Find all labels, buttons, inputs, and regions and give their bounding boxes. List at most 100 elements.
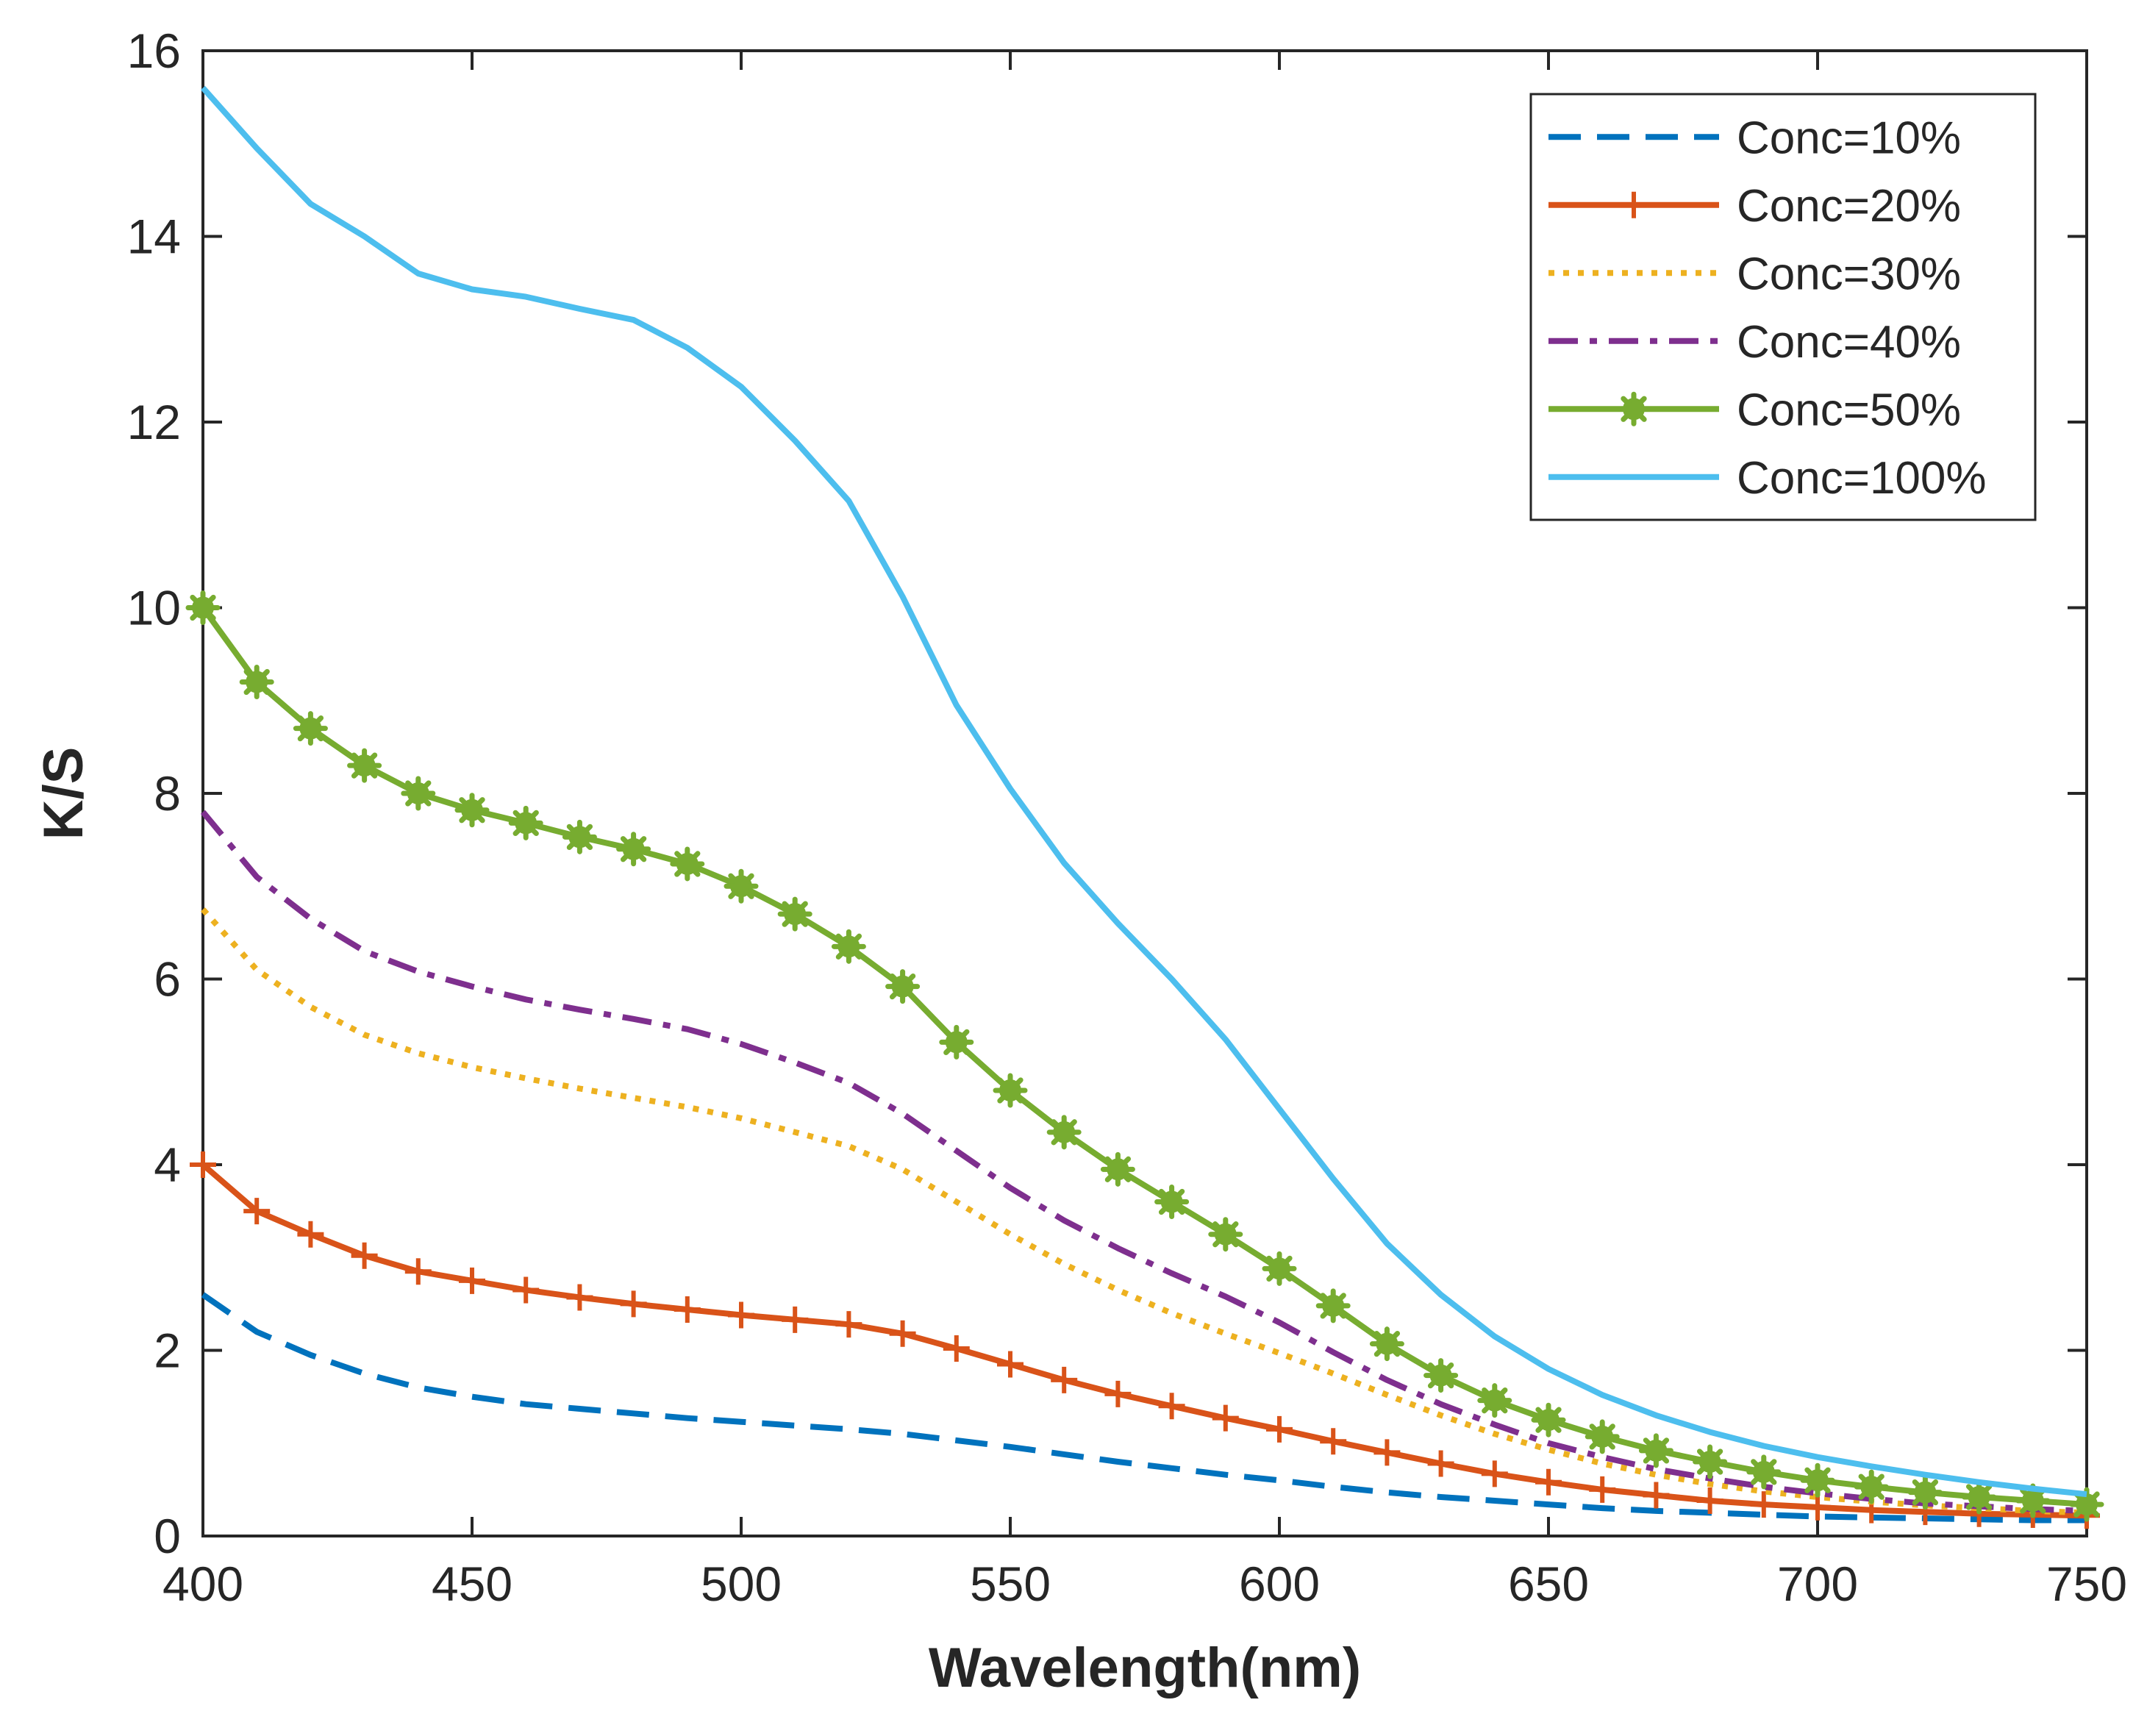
- series-5-point-490: [670, 846, 705, 882]
- x-tick-label-450: 450: [432, 1557, 512, 1611]
- series-5-point-400: [185, 590, 221, 625]
- series-2-point-480: [620, 1290, 647, 1318]
- series-2-point-470: [566, 1284, 593, 1311]
- series-5-point-680-rays: [1693, 1444, 1728, 1479]
- series-5-point-530: [885, 969, 921, 1004]
- x-axis-title: Wavelength(nm): [929, 1637, 1361, 1699]
- series-5-point-400-rays: [185, 590, 221, 625]
- x-axis-ticks: 400 450 500 550 600 650 700 750: [162, 51, 2127, 1611]
- series-5-point-550: [993, 1073, 1028, 1108]
- legend-item-2: Conc=20%: [1548, 181, 1961, 232]
- y-tick-label-10: 10: [127, 581, 181, 635]
- series-5-point-620-rays: [1369, 1326, 1404, 1362]
- series-5-point-710: [1854, 1469, 1889, 1504]
- series-5-point-450-rays: [454, 793, 490, 828]
- series-5-point-420-rays: [293, 711, 328, 746]
- series-2-point-530: [889, 1320, 916, 1347]
- series-2-point-420: [297, 1221, 324, 1248]
- series-2-point-590: [1212, 1404, 1239, 1432]
- series-6: [201, 85, 2087, 1498]
- legend-item-4: Conc=40%: [1548, 317, 1961, 368]
- series-5-point-650-rays: [1531, 1402, 1566, 1437]
- series-5-point-410-rays: [239, 665, 274, 699]
- y-tick-label-2: 2: [154, 1324, 181, 1378]
- series-5-point-750-rays: [2069, 1487, 2104, 1522]
- series-5-point-700: [1800, 1462, 1835, 1498]
- series-5: [185, 590, 2104, 1522]
- series-5-point-530-rays: [885, 969, 921, 1004]
- series-5-point-720-rays: [1907, 1475, 1943, 1510]
- series-2-point-500: [728, 1301, 754, 1329]
- series-5-point-430: [347, 748, 382, 783]
- series-2-point-550: [997, 1351, 1024, 1378]
- series-2-point-700: [1804, 1493, 1831, 1521]
- series-line-4: [200, 810, 2087, 1514]
- series-5-point-670-rays: [1638, 1433, 1673, 1468]
- series-2-point-540: [943, 1335, 970, 1362]
- series-5-point-520: [831, 929, 866, 964]
- y-tick-label-8: 8: [154, 766, 181, 821]
- y-tick-label-4: 4: [154, 1137, 181, 1192]
- series-2-point-520: [835, 1311, 862, 1338]
- y-tick-label-0: 0: [154, 1509, 181, 1563]
- series-5-point-570-rays: [1100, 1151, 1135, 1187]
- series-5-point-590-rays: [1208, 1217, 1243, 1252]
- series-5-point-690: [1746, 1454, 1782, 1490]
- series-5-point-540-rays: [939, 1024, 974, 1060]
- y-tick-label-16: 16: [127, 24, 181, 78]
- x-tick-label-750: 750: [2046, 1557, 2127, 1611]
- series-2-point-620: [1373, 1439, 1401, 1466]
- x-tick-label-600: 600: [1239, 1557, 1320, 1611]
- series-5-point-720: [1907, 1475, 1943, 1510]
- series-5-point-650: [1531, 1402, 1566, 1437]
- series-5-point-630: [1423, 1358, 1459, 1393]
- series-5-point-670: [1638, 1433, 1673, 1468]
- series-2-point-490: [674, 1296, 701, 1323]
- series-2-point-670: [1643, 1482, 1670, 1509]
- series-2-point-640: [1481, 1460, 1508, 1487]
- series-2-point-430: [351, 1242, 378, 1269]
- series-5-point-440-rays: [401, 776, 436, 811]
- series-5-point-730-rays: [1962, 1479, 1997, 1515]
- series-2-point-610: [1320, 1428, 1347, 1455]
- series-5-point-500: [724, 868, 759, 904]
- legend-label-4: Conc=40%: [1737, 317, 1961, 368]
- series-5-point-480-rays: [616, 832, 651, 867]
- series-5-point-560: [1046, 1115, 1082, 1150]
- legend: Conc=10% Conc=20% Conc=30% Conc=40% Conc=50%…: [1529, 93, 2037, 521]
- series-2-point-460: [512, 1276, 540, 1304]
- series-2: [190, 1151, 2100, 1529]
- legend-item-5: Conc=50%: [1548, 385, 1961, 435]
- series-5-point-610-rays: [1315, 1288, 1351, 1324]
- series-2-point-440: [404, 1258, 432, 1285]
- series-2-point-560: [1051, 1366, 1078, 1393]
- x-tick-label-650: 650: [1508, 1557, 1589, 1611]
- series-5-point-570: [1100, 1151, 1135, 1187]
- legend-marker-5: [1616, 391, 1651, 426]
- series-5-point-660-rays: [1585, 1419, 1620, 1454]
- legend-label-6: Conc=100%: [1737, 453, 1987, 504]
- series-5-point-750: [2069, 1487, 2104, 1522]
- series-5-point-660: [1585, 1419, 1620, 1454]
- series-5-point-640-rays: [1477, 1383, 1512, 1418]
- series-5-point-430-rays: [347, 748, 382, 783]
- legend-items: Conc=10% Conc=20% Conc=30% Conc=40% Conc=50%…: [1548, 112, 1987, 504]
- y-axis-title: K/S: [32, 747, 95, 840]
- series-5-point-610: [1315, 1288, 1351, 1324]
- series-2-point-690: [1750, 1491, 1777, 1518]
- y-tick-label-6: 6: [154, 952, 181, 1007]
- legend-marker-2: [1621, 191, 1647, 218]
- series-4: [200, 810, 2087, 1514]
- series-5-point-470: [562, 819, 597, 854]
- y-axis-ticks: 0 2 4 6 8 10 12 14 16: [127, 24, 2087, 1563]
- series-5-point-550-rays: [993, 1073, 1028, 1108]
- y-tick-label-14: 14: [127, 210, 181, 264]
- series-5-point-540: [939, 1024, 974, 1060]
- series-5-point-480: [616, 832, 651, 867]
- series-2-point-660: [1589, 1476, 1616, 1503]
- legend-label-5: Conc=50%: [1737, 385, 1961, 435]
- x-tick-label-500: 500: [701, 1557, 782, 1611]
- series-5-point-620: [1369, 1326, 1404, 1362]
- legend-label-1: Conc=10%: [1737, 112, 1961, 163]
